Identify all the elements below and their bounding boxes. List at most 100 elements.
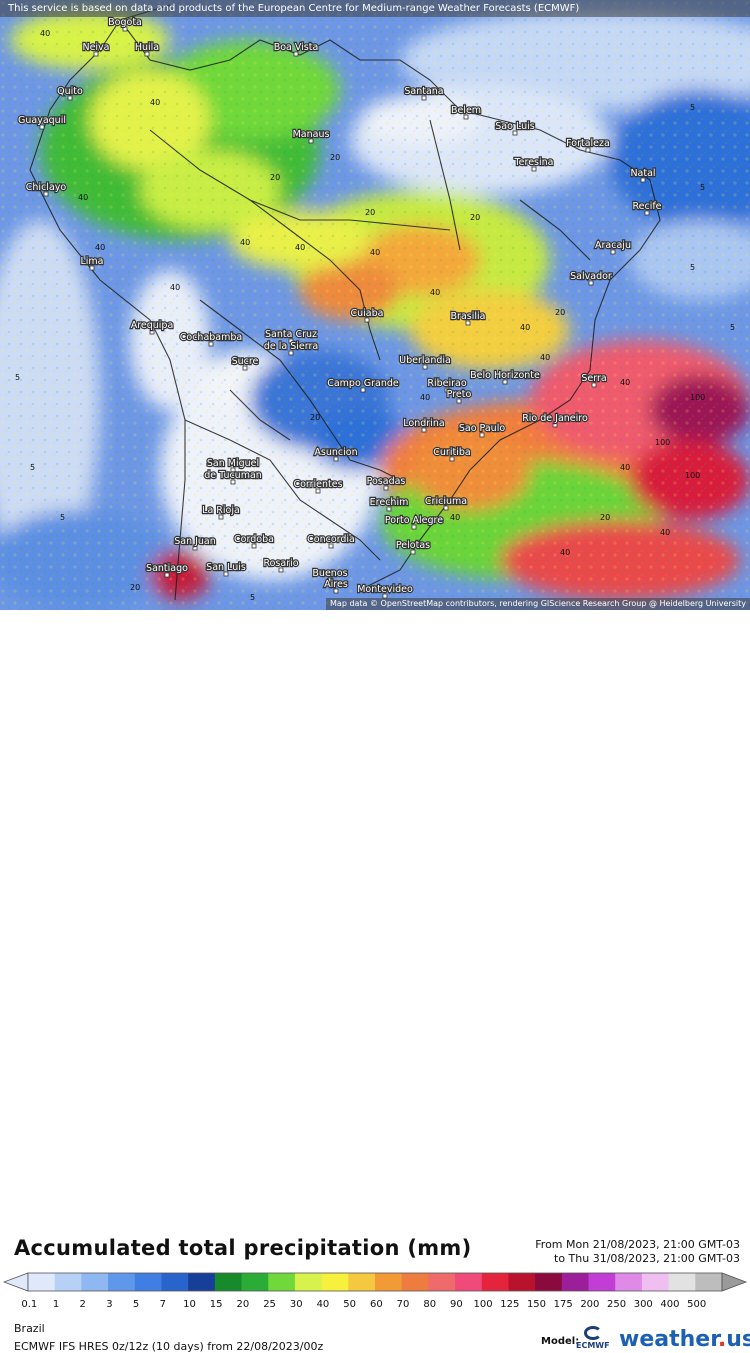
city-marker	[308, 138, 314, 144]
city-label[interactable]: de la Sierra	[263, 340, 320, 353]
model-info: ECMWF IFS HRES 0z/12z (10 days) from 22/…	[14, 1340, 324, 1353]
city-label[interactable]: Belem	[450, 104, 483, 117]
city-marker	[230, 467, 236, 473]
city-label[interactable]: Arequipa	[130, 319, 175, 332]
city-label[interactable]: Chiclayo	[25, 181, 68, 194]
city-label[interactable]: Serra	[580, 372, 608, 385]
weather-us-logo[interactable]: weather.us	[619, 1327, 750, 1352]
city-label[interactable]: Santiago	[145, 562, 189, 575]
city-marker	[122, 26, 128, 32]
city-marker	[288, 338, 294, 344]
city-label[interactable]: de Tucuman	[203, 469, 263, 482]
city-label[interactable]: San Juan	[173, 535, 217, 548]
city-label[interactable]: Aracaju	[594, 239, 632, 252]
attribution-bottom: Map data © OpenStreetMap contributors, r…	[326, 598, 750, 610]
city-label[interactable]: Brasilia	[449, 310, 486, 323]
city-label[interactable]: Quito	[56, 85, 84, 98]
city-label[interactable]: Porto Alegre	[384, 514, 445, 527]
city-label[interactable]: Bogota	[107, 16, 143, 29]
city-marker	[288, 350, 294, 356]
city-label[interactable]: Boa Vista	[272, 41, 319, 54]
range-from: From Mon 21/08/2023, 21:00 GMT-03	[535, 1238, 740, 1251]
city-label[interactable]: Rosario	[262, 557, 300, 570]
city-marker	[144, 51, 150, 57]
city-label[interactable]: Londrina	[402, 417, 446, 430]
city-label[interactable]: San Luis	[205, 561, 247, 574]
city-label[interactable]: Ribeirao	[426, 377, 468, 390]
city-marker	[242, 365, 248, 371]
city-label[interactable]: Asuncion	[313, 446, 359, 459]
svg-text:100: 100	[690, 393, 705, 402]
scale-swatch	[615, 1273, 643, 1291]
scale-swatch	[108, 1273, 136, 1291]
svg-text:20: 20	[555, 308, 565, 317]
city-label[interactable]: Rio de Janeiro	[521, 412, 589, 425]
city-label[interactable]: Cordoba	[233, 533, 275, 546]
scale-label: 50	[343, 1299, 357, 1310]
city-marker	[218, 514, 224, 520]
svg-text:40: 40	[520, 323, 530, 332]
city-label[interactable]: Fortaleza	[565, 137, 611, 150]
city-label[interactable]: Natal	[629, 167, 657, 180]
city-label[interactable]: Corrientes	[292, 478, 344, 491]
city-marker	[315, 488, 321, 494]
precipitation-map[interactable]: 40 40 40 40 40 40 40 40 40 40 40 20 20 20 20 20 5 5 …	[0, 0, 750, 610]
svg-text:20: 20	[310, 413, 320, 422]
scale-swatch	[375, 1273, 403, 1291]
city-label[interactable]: San Miguel	[206, 457, 261, 470]
city-label[interactable]: Uberlandia	[398, 354, 452, 367]
scale-swatch	[668, 1273, 696, 1291]
svg-text:40: 40	[295, 243, 305, 252]
city-label[interactable]: Teresina	[512, 156, 554, 169]
city-marker	[444, 387, 450, 393]
scale-swatch	[134, 1273, 162, 1291]
scale-label: 40	[316, 1299, 330, 1310]
city-label[interactable]: Aires	[323, 578, 349, 591]
scale-label: 60	[369, 1299, 383, 1310]
city-label[interactable]: Guayaquil	[17, 114, 67, 127]
city-label[interactable]: La Rioja	[201, 504, 241, 517]
city-label[interactable]: Cochabamba	[179, 331, 244, 344]
city-marker	[333, 588, 339, 594]
city-marker	[149, 329, 155, 335]
city-marker	[410, 549, 416, 555]
city-label[interactable]: Huila	[134, 41, 161, 54]
city-marker	[421, 427, 427, 433]
city-marker	[386, 506, 392, 512]
city-marker	[230, 479, 236, 485]
city-label[interactable]: Campo Grande	[326, 377, 400, 390]
city-label[interactable]: Sucre	[230, 355, 259, 368]
scale-right-arrow	[721, 1272, 748, 1292]
scale-swatch	[268, 1273, 296, 1291]
city-label[interactable]: Sao Paulo	[458, 422, 507, 435]
city-marker	[327, 577, 333, 583]
scale-swatch	[401, 1273, 429, 1291]
city-label[interactable]: Santa Cruz	[264, 328, 318, 341]
city-label[interactable]: Preto	[445, 388, 472, 401]
city-label[interactable]: Erechim	[368, 496, 409, 509]
country-borders	[29, 4, 661, 601]
svg-text:40: 40	[240, 238, 250, 247]
city-label[interactable]: Santana	[403, 85, 445, 98]
city-label[interactable]: Criciuma	[424, 495, 469, 508]
city-label[interactable]: Sao Luis	[494, 120, 536, 133]
city-label[interactable]: Concordia	[306, 533, 356, 546]
scale-label: 90	[450, 1299, 463, 1310]
scale-label: 5	[132, 1299, 140, 1310]
city-label[interactable]: Curitiba	[432, 446, 472, 459]
city-label[interactable]: Recife	[631, 200, 663, 213]
city-label[interactable]: Manaus	[291, 128, 330, 141]
scale-label: 7	[159, 1299, 166, 1310]
svg-text:40: 40	[78, 193, 88, 202]
city-label[interactable]: Belo Horizonte	[469, 369, 541, 382]
city-label[interactable]: Posadas	[365, 475, 406, 488]
city-label[interactable]: Cuiaba	[349, 307, 384, 320]
city-label[interactable]: Neiva	[81, 41, 110, 54]
scale-label: 2	[79, 1299, 86, 1310]
city-label[interactable]: Pelotas	[395, 539, 432, 552]
city-label[interactable]: Lima	[79, 255, 104, 268]
city-label[interactable]: Montevideo	[356, 583, 414, 596]
city-label[interactable]: Buenos	[311, 567, 349, 580]
ecmwf-logo: ECMWF	[576, 1326, 610, 1350]
city-label[interactable]: Salvador	[569, 270, 613, 283]
